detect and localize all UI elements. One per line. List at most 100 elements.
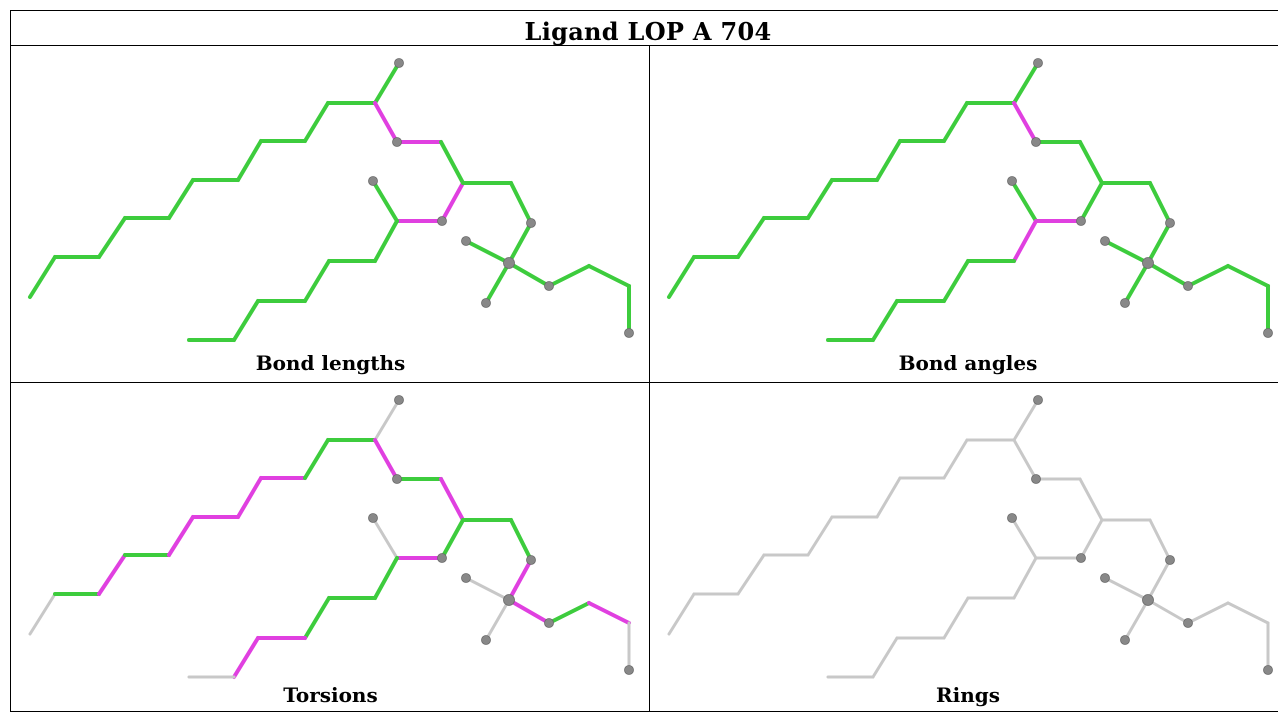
atom-b1 xyxy=(392,137,402,147)
bond-a1-a2 xyxy=(28,592,57,636)
bond-d3-d5 xyxy=(1123,598,1150,642)
bond-b5-b6 xyxy=(1010,179,1038,223)
bond-b2-b3 xyxy=(1078,140,1104,185)
bond-a3-a4 xyxy=(736,553,766,596)
panel-bond-lengths: Bond lengths xyxy=(10,45,650,383)
bond-a5-a6 xyxy=(806,515,834,557)
bond-a11-a12 xyxy=(1012,398,1040,442)
ligand-title: Ligand LOP A 704 xyxy=(524,17,772,46)
atom-d5 xyxy=(481,635,491,645)
bond-c4-c5 xyxy=(871,636,899,679)
bond-b5-b6 xyxy=(371,516,399,560)
bond-b5-c1 xyxy=(373,219,399,263)
bond-b5-c1 xyxy=(373,556,399,600)
bond-a7-a8 xyxy=(875,476,902,519)
bond-a11-b1 xyxy=(1012,101,1038,144)
bond-a9-a10 xyxy=(942,101,969,143)
bond-a7-a8 xyxy=(236,476,263,519)
bond-b5-b6 xyxy=(1010,516,1038,560)
bond-d1-d2 xyxy=(509,181,533,225)
atom-a12 xyxy=(1033,58,1043,68)
bond-b2-b3 xyxy=(439,140,465,185)
atom-d4 xyxy=(461,573,471,583)
molecule-rings xyxy=(667,395,1273,679)
atom-b6 xyxy=(1007,513,1017,523)
atom-d3 xyxy=(1142,257,1154,269)
bond-a11-a12 xyxy=(373,61,401,105)
bond-d6-d7 xyxy=(1186,601,1230,625)
title-row: Ligand LOP A 704 xyxy=(10,10,1278,46)
bond-a1-a2 xyxy=(667,592,696,636)
caption-torsions: Torsions xyxy=(283,683,378,707)
bond-d3-d5 xyxy=(1123,261,1150,305)
bond-a3-a4 xyxy=(736,216,766,259)
atom-d3 xyxy=(1142,594,1154,606)
bond-a11-b1 xyxy=(373,101,399,144)
atom-a12 xyxy=(1033,395,1043,405)
bond-a3-a4 xyxy=(97,216,127,259)
bond-a9-a10 xyxy=(942,438,969,480)
bond-a3-a4 xyxy=(97,553,127,596)
bond-b2-b3 xyxy=(439,477,465,522)
atom-b4 xyxy=(437,553,447,563)
bond-d6-d7 xyxy=(547,264,591,288)
atom-b4 xyxy=(437,216,447,226)
bond-a7-a8 xyxy=(875,139,902,182)
bond-a9-a10 xyxy=(303,101,330,143)
atom-d3 xyxy=(503,594,515,606)
atom-b1 xyxy=(1031,474,1041,484)
atom-d6 xyxy=(544,618,554,628)
bond-d3-d5 xyxy=(484,261,511,305)
bond-a5-a6 xyxy=(806,178,834,220)
bond-b5-c1 xyxy=(1012,219,1038,263)
bond-d6-d7 xyxy=(1186,264,1230,288)
bond-d3-d6 xyxy=(507,261,551,288)
atom-a12 xyxy=(394,58,404,68)
atom-d5 xyxy=(1120,635,1130,645)
atom-d5 xyxy=(481,298,491,308)
atom-d9 xyxy=(1263,665,1273,675)
bond-d3-d6 xyxy=(507,598,551,625)
bond-d7-d8 xyxy=(587,601,631,625)
bond-c2-c3 xyxy=(942,596,970,640)
bond-d1-d2 xyxy=(1148,518,1172,562)
bond-b5-b6 xyxy=(371,179,399,223)
atom-b4 xyxy=(1076,216,1086,226)
bond-d2-d3 xyxy=(507,558,533,602)
atom-d9 xyxy=(1263,328,1273,338)
atom-d2 xyxy=(1165,555,1175,565)
atom-d2 xyxy=(526,218,536,228)
bond-d3-d5 xyxy=(484,598,511,642)
bond-a11-a12 xyxy=(373,398,401,442)
bond-b3-b4 xyxy=(1079,181,1104,223)
bond-c2-c3 xyxy=(303,596,331,640)
bond-a11-b1 xyxy=(1012,438,1038,481)
atom-d5 xyxy=(1120,298,1130,308)
caption-bond-lengths: Bond lengths xyxy=(255,351,406,375)
atom-d6 xyxy=(544,281,554,291)
atom-b4 xyxy=(1076,553,1086,563)
bond-b3-b4 xyxy=(1079,518,1104,560)
bond-d1-d2 xyxy=(509,518,533,562)
bond-a1-a2 xyxy=(667,255,696,299)
molecule-torsions xyxy=(28,395,634,679)
bond-d3-d4 xyxy=(464,239,511,265)
atom-d9 xyxy=(624,665,634,675)
bond-b3-b4 xyxy=(440,181,465,223)
bond-d2-d3 xyxy=(1146,558,1172,602)
bond-b5-c1 xyxy=(1012,556,1038,600)
bond-d7-d8 xyxy=(587,264,631,288)
atom-b1 xyxy=(392,474,402,484)
atom-b1 xyxy=(1031,137,1041,147)
atom-d3 xyxy=(503,257,515,269)
bond-d2-d3 xyxy=(507,221,533,265)
bond-d3-d6 xyxy=(1146,261,1190,288)
bond-c4-c5 xyxy=(232,299,260,342)
atom-a12 xyxy=(394,395,404,405)
atom-d2 xyxy=(1165,218,1175,228)
panel-rings: Rings xyxy=(649,382,1278,712)
atom-d4 xyxy=(1100,573,1110,583)
bond-c2-c3 xyxy=(303,259,331,303)
atom-d6 xyxy=(1183,618,1193,628)
bond-d6-d7 xyxy=(547,601,591,625)
